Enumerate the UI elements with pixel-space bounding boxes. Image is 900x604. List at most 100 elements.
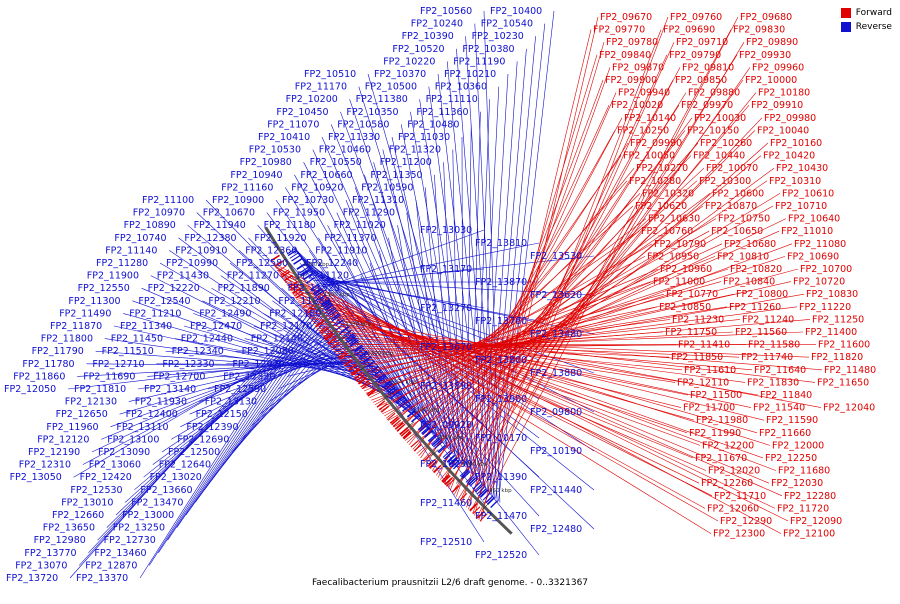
- forward-gene-label: FP2_11560: [735, 327, 787, 338]
- reverse-gene-label: FP2_10970: [133, 208, 185, 219]
- forward-gene-label: FP2_12250: [765, 453, 817, 464]
- reverse-gene-label: FP2_13030: [420, 225, 472, 236]
- reverse-gene-label: FP2_11910: [315, 245, 367, 256]
- reverse-gene-label: FP2_12340: [172, 346, 224, 357]
- forward-gene-label: FP2_11700: [683, 403, 735, 414]
- reverse-gene-label: FP2_13880: [530, 368, 582, 379]
- forward-gene-label: FP2_09670: [600, 12, 652, 23]
- reverse-gene-label: FP2_10910: [175, 245, 227, 256]
- reverse-gene-label: FP2_13660: [140, 485, 192, 496]
- reverse-gene-label: FP2_12650: [56, 409, 108, 420]
- reverse-gene-label: FP2_11780: [22, 359, 74, 370]
- forward-gene-label: FP2_11410: [678, 340, 730, 351]
- reverse-swatch: [841, 22, 851, 32]
- forward-gene-label: FP2_09840: [599, 50, 651, 61]
- forward-gene-label: FP2_09990: [630, 138, 682, 149]
- reverse-gene-label: FP2_12180: [269, 308, 321, 319]
- reverse-gene-label: FP2_11200: [380, 157, 432, 168]
- reverse-gene-label: FP2_10230: [472, 31, 524, 42]
- legend-forward-label: Forward: [856, 8, 892, 18]
- reverse-gene-label: FP2_11460: [420, 498, 472, 509]
- forward-gene-label: FP2_09900: [605, 75, 657, 86]
- forward-gene-label: FP2_11650: [817, 377, 869, 388]
- forward-gene-label: FP2_11740: [741, 352, 793, 363]
- reverse-gene-label: FP2_10390: [402, 31, 454, 42]
- reverse-gene-label: FP2_12440: [181, 334, 233, 345]
- reverse-gene-label: FP2_12130: [65, 397, 117, 408]
- reverse-gene-label: FP2_13070: [15, 560, 67, 571]
- reverse-gene-label: FP2_12980: [34, 535, 86, 546]
- forward-gene-label: FP2_11840: [760, 390, 812, 401]
- reverse-gene-label: FP2_13480: [530, 329, 582, 340]
- reverse-gene-label: FP2_11110: [426, 94, 478, 105]
- reverse-gene-label: FP2_11290: [343, 208, 395, 219]
- forward-gene-label: FP2_11750: [665, 327, 717, 338]
- reverse-gene-label: FP2_11360: [416, 107, 468, 118]
- reverse-gene-label: FP2_11020: [334, 220, 386, 231]
- forward-gene-label: FP2_10610: [782, 188, 834, 199]
- reverse-gene-label: FP2_12150: [196, 409, 248, 420]
- reverse-gene-label: FP2_11330: [328, 132, 380, 143]
- forward-gene-label: FP2_10700: [800, 264, 852, 275]
- forward-gene-label: FP2_10650: [711, 226, 763, 237]
- forward-gene-label: FP2_12200: [702, 440, 754, 451]
- reverse-gene-label: FP2_12490: [199, 308, 251, 319]
- forward-swatch: [841, 8, 851, 18]
- reverse-gene-label: FP2_10520: [392, 44, 444, 55]
- forward-gene-label: FP2_10040: [757, 125, 809, 136]
- reverse-gene-label: FP2_10660: [300, 170, 352, 181]
- reverse-gene-label: FP2_13460: [94, 548, 146, 559]
- forward-gene-label: FP2_09970: [681, 100, 733, 111]
- reverse-gene-label: FP2_12870: [85, 560, 137, 571]
- reverse-gene-label: FP2_12540: [138, 296, 190, 307]
- reverse-gene-label: FP2_11190: [453, 56, 505, 67]
- reverse-gene-label: FP2_11280: [96, 258, 148, 269]
- reverse-gene-label: FP2_11140: [105, 245, 157, 256]
- reverse-gene-label: FP2_13620: [530, 290, 582, 301]
- forward-gene-label: FP2_12060: [707, 503, 759, 514]
- reverse-gene-label: FP2_11690: [83, 371, 135, 382]
- reverse-gene-label: FP2_11900: [87, 271, 139, 282]
- reverse-gene-label: FP2_12080: [242, 346, 294, 357]
- reverse-gene-label: FP2_12190: [28, 447, 80, 458]
- reverse-gene-label: FP2_10500: [365, 82, 417, 93]
- reverse-gene-label: FP2_10510: [304, 69, 356, 80]
- reverse-gene-label: FP2_10350: [346, 107, 398, 118]
- reverse-gene-label: FP2_12700: [153, 371, 205, 382]
- forward-gene-label: FP2_11000: [653, 277, 705, 288]
- forward-gene-label: FP2_11260: [729, 302, 781, 313]
- reverse-gene-label: FP2_12360: [245, 245, 297, 256]
- forward-gene-label: FP2_10020: [611, 100, 663, 111]
- forward-gene-label: FP2_09980: [764, 113, 816, 124]
- forward-gene-label: FP2_10640: [788, 214, 840, 225]
- reverse-gene-label: FP2_10530: [249, 145, 301, 156]
- reverse-gene-label: FP2_10990: [166, 258, 218, 269]
- reverse-gene-label: FP2_12400: [126, 409, 178, 420]
- forward-gene-label: FP2_10030: [694, 113, 746, 124]
- reverse-gene-label: FP2_11860: [13, 371, 65, 382]
- reverse-gene-label: FP2_11490: [59, 308, 111, 319]
- reverse-gene-label: FP2_10560: [420, 6, 472, 17]
- forward-gene-label: FP2_11240: [742, 314, 794, 325]
- forward-gene-label: FP2_11820: [811, 352, 863, 363]
- forward-gene-label: FP2_09880: [688, 88, 740, 99]
- reverse-gene-label: FP2_11790: [32, 346, 84, 357]
- forward-gene-label: FP2_11580: [748, 340, 800, 351]
- forward-gene-label: FP2_11220: [799, 302, 851, 313]
- forward-gene-label: FP2_10960: [660, 264, 712, 275]
- reverse-gene-label: FP2_12480: [530, 524, 582, 535]
- reverse-gene-label: FP2_11450: [111, 334, 163, 345]
- reverse-gene-label: FP2_12500: [168, 447, 220, 458]
- forward-gene-label: FP2_12280: [784, 491, 836, 502]
- reverse-gene-label: FP2_11870: [50, 321, 102, 332]
- reverse-gene-label: FP2_13870: [475, 277, 527, 288]
- forward-gene-label: FP2_09940: [618, 88, 670, 99]
- reverse-gene-label: FP2_11510: [102, 346, 154, 357]
- forward-gene-label: FP2_12040: [823, 403, 875, 414]
- forward-gene-label: FP2_10810: [717, 251, 769, 262]
- reverse-gene-label: FP2_11470: [475, 511, 527, 522]
- reverse-gene-label: FP2_11340: [120, 321, 172, 332]
- reverse-gene-label: FP2_13010: [61, 497, 113, 508]
- reverse-gene-label: FP2_12510: [420, 537, 472, 548]
- forward-gene-label: FP2_10150: [687, 125, 739, 136]
